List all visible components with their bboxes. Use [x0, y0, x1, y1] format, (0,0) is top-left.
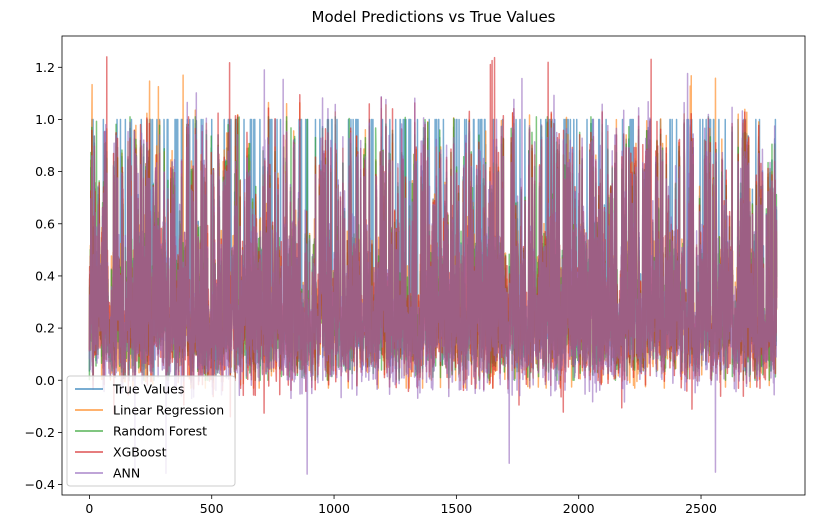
y-tick-label: −0.2	[25, 425, 55, 440]
x-tick-label: 1500	[440, 501, 472, 516]
legend-label: Random Forest	[113, 424, 207, 439]
y-tick-label: 0.8	[35, 164, 55, 179]
legend-label: True Values	[112, 382, 184, 397]
x-tick-label: 500	[200, 501, 224, 516]
x-tick-label: 1000	[318, 501, 350, 516]
y-tick-label: 1.0	[35, 112, 55, 127]
x-tick-label: 2500	[685, 501, 717, 516]
legend-label: XGBoost	[113, 445, 167, 460]
legend: True Values Linear Regression Random Fores…	[67, 376, 235, 486]
x-tick-label: 0	[85, 501, 93, 516]
legend-label: Linear Regression	[113, 403, 224, 418]
chart-title: Model Predictions vs True Values	[312, 8, 556, 26]
y-tick-label: 0.0	[35, 373, 55, 388]
legend-label: ANN	[113, 466, 140, 481]
y-tick-label: 0.6	[35, 216, 55, 231]
y-tick-label: 0.2	[35, 321, 55, 336]
y-tick-label: −0.4	[25, 477, 55, 492]
x-tick-label: 2000	[563, 501, 595, 516]
y-tick-label: 1.2	[35, 60, 55, 75]
y-tick-label: 0.4	[35, 268, 55, 283]
